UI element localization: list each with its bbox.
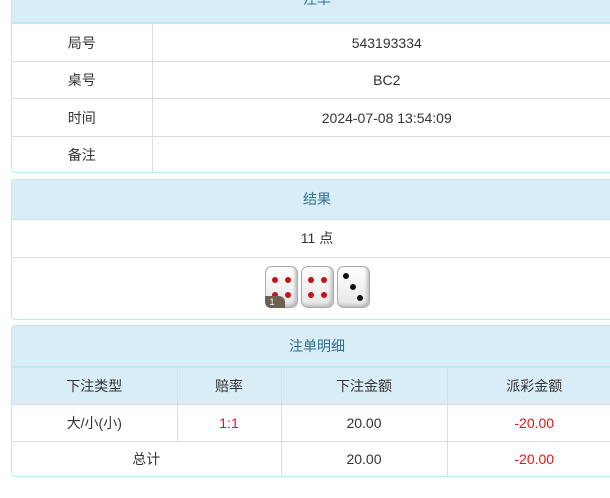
col-bet-amount: 下注金额	[280, 367, 448, 405]
remark-value	[151, 136, 610, 172]
bet-type: 大/小(小)	[12, 404, 178, 442]
order-table: 局号 543193334 桌号 BC2 时间 2024-07-08 13:54:09 …	[12, 23, 610, 172]
time-value: 2024-07-08 13:54:09	[151, 98, 610, 137]
table-row: 局号 543193334	[12, 23, 610, 62]
die-pip	[284, 277, 291, 283]
odds: 1:1	[176, 404, 282, 442]
die-pip	[356, 295, 363, 301]
table-row: 大/小(小) 1:1 20.00 -20.00	[12, 404, 610, 442]
round-value: 543193334	[151, 23, 610, 62]
dice-display: 1	[12, 258, 610, 308]
die-3	[336, 266, 370, 308]
die-pip	[349, 284, 356, 290]
result-panel-title: 结果	[12, 180, 610, 220]
detail-panel-title: 注单明细	[12, 326, 610, 367]
die-4: 1	[264, 266, 298, 308]
table-header-row: 下注类型 赔率 下注金额 派彩金额	[12, 367, 610, 405]
col-bet-type: 下注类型	[12, 367, 178, 405]
die-pip	[320, 277, 327, 283]
table-row: 时间 2024-07-08 13:54:09	[12, 98, 610, 137]
payout: -20.00	[446, 404, 610, 442]
table-row: 备注	[12, 136, 610, 172]
die-4	[300, 266, 334, 308]
table-row: 桌号 BC2	[12, 61, 610, 99]
dice-badge: 1	[264, 296, 285, 308]
die-pip	[284, 292, 291, 298]
total-bet: 20.00	[280, 441, 448, 476]
col-payout: 派彩金额	[446, 367, 610, 405]
total-label: 总计	[12, 441, 282, 476]
die-pip	[342, 273, 349, 279]
detail-panel: 注单明细 下注类型 赔率 下注金额 派彩金额 大/小(小) 1:1 20.00 …	[11, 325, 610, 477]
order-panel-title: 注单	[12, 0, 610, 23]
table-label: 桌号	[12, 61, 153, 99]
remark-label: 备注	[12, 136, 153, 172]
result-panel: 结果 11 点 1	[11, 179, 610, 320]
total-payout: -20.00	[446, 441, 610, 476]
die-pip	[307, 292, 314, 298]
total-row: 总计 20.00 -20.00	[12, 441, 610, 476]
table-value: BC2	[151, 61, 610, 99]
result-points: 11 点	[12, 220, 610, 258]
die-pip	[271, 292, 278, 298]
round-label: 局号	[12, 23, 153, 62]
col-odds: 赔率	[176, 367, 282, 405]
die-pip	[271, 277, 278, 283]
detail-table: 下注类型 赔率 下注金额 派彩金额 大/小(小) 1:1 20.00 -20.0…	[12, 367, 610, 476]
die-pip	[320, 292, 327, 298]
bet-amount: 20.00	[280, 404, 448, 442]
time-label: 时间	[12, 98, 153, 137]
die-pip	[307, 277, 314, 283]
